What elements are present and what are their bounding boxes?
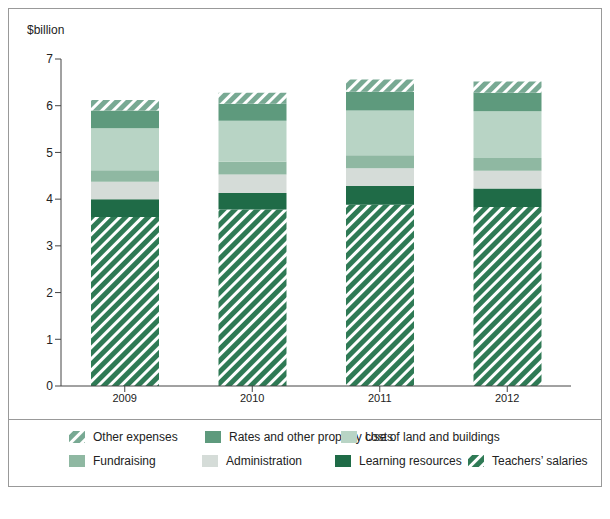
html-text:$billion: $billion — [27, 23, 65, 37]
svg-text:7: 7 — [46, 52, 53, 66]
html-text:Fundraising: Fundraising — [93, 454, 156, 468]
svg-text:2010: 2010 — [240, 392, 264, 404]
svg-text:4: 4 — [46, 192, 53, 206]
svg-text:2009: 2009 — [113, 392, 137, 404]
html-text:Teachers’ salaries: Teachers’ salaries — [492, 454, 588, 468]
html-text:Use of land and buildings: Use of land and buildings — [365, 430, 500, 444]
svg-text:2012: 2012 — [495, 392, 519, 404]
svg-text:0: 0 — [46, 379, 53, 393]
html-text:Learning resources: Learning resources — [359, 454, 462, 468]
svg-text:1: 1 — [46, 333, 53, 347]
html-text:Administration: Administration — [226, 454, 302, 468]
html-text:Other expenses: Other expenses — [93, 430, 178, 444]
svg-text:6: 6 — [46, 99, 53, 113]
svg-text:2011: 2011 — [368, 392, 392, 404]
svg-text:5: 5 — [46, 146, 53, 160]
html-text:Rates and other property costs: Rates and other property costs — [229, 430, 394, 444]
svg-text:3: 3 — [46, 239, 53, 253]
svg-text:2: 2 — [46, 286, 53, 300]
